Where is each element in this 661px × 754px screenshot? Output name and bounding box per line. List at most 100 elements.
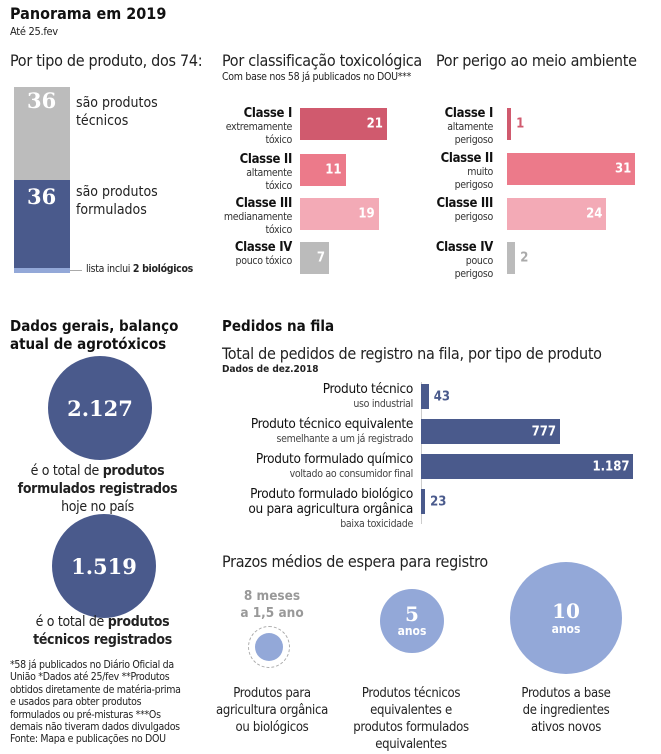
footnote-line: *58 já publicados no Diário Oficial da [10,659,174,671]
class-desc: altamente [447,121,493,133]
queue-desc: semelhante a um já registrado [276,433,413,445]
bar-value: 19 [358,206,375,222]
stack-bar-formulados [14,180,70,268]
caption-line: de ingredientes [522,703,610,718]
class-desc: perigoso [454,268,494,280]
caption-line: Produtos para [233,686,311,701]
wait-circle-equivalentes: 5 anos [380,589,444,653]
value-tecnicos: 36 [27,88,57,113]
class-desc: pouco tóxico [235,255,293,267]
class-desc: perigoso [454,211,494,223]
queue-title: Pedidos na fila [222,317,335,335]
wait-caption: Produtos para agricultura orgânica ou biol… [212,685,332,736]
queue-bar: 777 [421,419,561,444]
stack-bar-tecnicos [14,87,70,180]
bar-value: 31 [615,161,632,177]
bar: 21 [300,108,387,140]
stat-circle-formulados: 2.127 [48,356,152,460]
caption-line: equivalentes [375,737,447,752]
wait-range-ring [248,626,290,668]
footnote: *58 já publicados no Diário Oficial da Un… [10,659,181,746]
env-title: Por perigo ao meio ambiente [436,51,637,70]
caption-line: equivalentes e [370,703,452,718]
bar-label: Classe IV pouco perigoso [436,241,493,281]
footnote-line: formulados ou pré-misturas ***Os [10,708,161,721]
footnote-line: Fonte: Mapa e publicações no DOU [10,733,166,746]
class-name: Classe III [235,196,293,211]
queue-name: Produto formulado químico [255,451,413,467]
wait-caption: Produtos técnicos equivalentes e produtos … [351,685,471,753]
class-desc: muito [467,166,493,178]
class-desc: perigoso [454,179,494,191]
wait-caption: Produtos a base de ingredientes ativos nov… [500,685,632,736]
queue-desc: uso industrial [353,398,413,410]
bar: 2 [507,242,528,274]
stack-bar-biologicos [14,268,70,273]
wait-circle-organic [255,633,283,661]
biologicos-note: lista inclui 2 biológicos [86,263,193,275]
bar-value: 21 [366,116,383,132]
caption-line: agricultura orgânica [215,703,328,718]
bar-label: Classe III medianamente tóxico [224,197,292,237]
bar: 19 [300,198,379,230]
bar-label: Classe IV pouco tóxico [235,241,292,268]
bar-value: 11 [325,162,342,178]
page-date: Até 25.fev [10,25,58,38]
class-name: Classe II [239,152,293,167]
caption-line: ou biológicos [235,720,309,735]
class-desc: pouco [465,255,494,267]
class-name: Classe I [243,106,293,121]
general-title: Dados gerais, balanço atual de agrotóxico… [10,317,179,353]
queue-desc: voltado ao consumidor final [289,468,414,480]
tox-title: Por classificação toxicológica [222,51,422,70]
queue-chart-title: Total de pedidos de registro na fila, po… [222,344,602,363]
queue-name: Produto técnico [322,381,414,397]
class-name: Classe I [444,106,494,121]
waits-title: Prazos médios de espera para registro [222,552,488,571]
leader-line [70,270,82,271]
class-desc: tóxico [265,180,292,192]
class-desc: altamente [246,167,292,179]
class-desc: extremamente [225,121,293,133]
class-desc: perigoso [454,134,494,146]
queue-label: Produto técnico uso industrial [322,381,414,411]
value-formulados: 36 [27,184,57,209]
stat-caption-formulados: é o total de produtos formulados registra… [17,463,178,515]
wait-circle-novos: 10 anos [510,562,622,674]
queue-name: Produto formulado biológico [250,486,413,502]
queue-label: Produto formulado químico voltado ao cons… [256,452,413,481]
caption-line: ativos novos [530,720,601,735]
queue-bar: 23 [421,489,446,514]
class-desc: tóxico [265,134,292,146]
caption-line: Produtos técnicos [361,686,461,701]
caption-line: produtos formulados [353,720,469,735]
caption-line: Produtos a base [521,686,611,701]
queue-bar: 43 [421,384,450,409]
bar: 24 [507,198,607,230]
stat-circle-tecnicos: 1.519 [52,514,156,618]
wait-value-organic: 8 meses a 1,5 ano [240,588,304,621]
queue-axis [421,382,422,524]
tox-subtitle: Com base nos 58 já publicados no DOU*** [222,71,411,83]
bar-value: 7 [316,250,325,266]
footnote-line: União *Dados até 25/fev **Produtos [10,671,170,684]
footnote-line: e usados para obter produtos [10,696,142,709]
bar-label: Classe II altamente tóxico [239,152,293,193]
product-type-title: Por tipo de produto, dos 74: [10,51,203,70]
queue-desc: baixa toxicidade [340,518,413,530]
page-title: Panorama em 2019 [10,4,167,23]
queue-value: 23 [430,494,447,509]
queue-value: 43 [433,389,450,404]
bar: 11 [300,154,346,186]
bar-label: Classe III perigoso [437,197,494,224]
queue-chart-subtitle: Dados de dez.2018 [222,364,319,375]
bar: 31 [507,153,636,185]
class-desc: medianamente [223,211,292,223]
bar-label: Classe II muito perigoso [441,152,494,192]
queue-value: 777 [531,424,557,439]
stat-caption-tecnicos: é o total de produtos técnicos registrado… [33,614,172,648]
queue-name: ou para agricultura orgânica [248,501,413,517]
class-desc: tóxico [265,224,292,236]
footnote-line: demais não tiveram dados divulgados [10,721,180,734]
bar: 1 [507,108,524,140]
